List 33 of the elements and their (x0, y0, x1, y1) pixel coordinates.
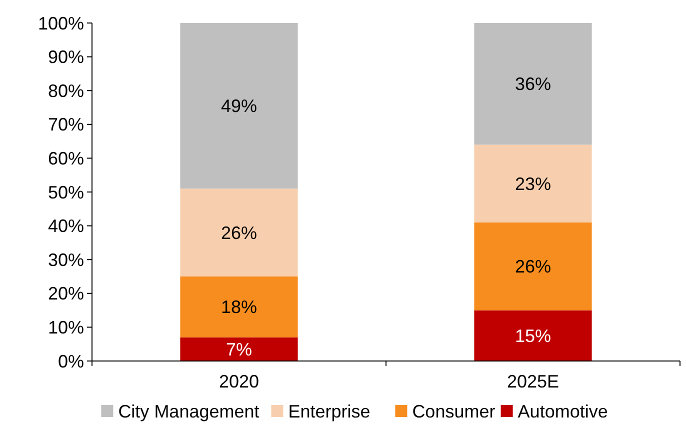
data-label: 7% (226, 339, 252, 360)
bar (474, 144, 592, 222)
y-tick-label: 70% (48, 114, 84, 135)
bar (180, 337, 298, 361)
data-label: 15% (514, 326, 552, 346)
bar (180, 23, 298, 189)
y-tick-label: 30% (48, 250, 84, 270)
data-label: 26% (220, 222, 258, 243)
y-tick-label: 0% (58, 351, 84, 372)
bar (474, 310, 592, 361)
y-tick-label: 80% (48, 80, 84, 101)
y-tick-label: 100% (38, 13, 84, 34)
x-tick-label: 2020 (218, 371, 260, 392)
y-tick-label: 60% (48, 148, 84, 168)
legend-label: Automotive (518, 401, 608, 422)
bar (474, 23, 592, 145)
bar (180, 188, 298, 276)
y-tick-label: 40% (48, 216, 84, 236)
x-tick-label: 2025E (506, 371, 560, 392)
legend-label: Enterprise (288, 401, 370, 422)
bar (180, 276, 298, 338)
data-label: 23% (514, 174, 552, 194)
data-label: 49% (220, 96, 258, 116)
y-tick-label: 20% (48, 284, 84, 304)
y-tick-label: 10% (48, 318, 84, 338)
legend-label: City Management (118, 401, 260, 422)
data-label: 18% (220, 297, 258, 318)
data-label: 36% (514, 74, 552, 94)
legend-label: Consumer (412, 401, 496, 422)
data-label: 26% (514, 256, 552, 277)
y-tick-label: 90% (48, 47, 84, 68)
bar (474, 222, 592, 310)
y-tick-label: 50% (48, 182, 84, 202)
